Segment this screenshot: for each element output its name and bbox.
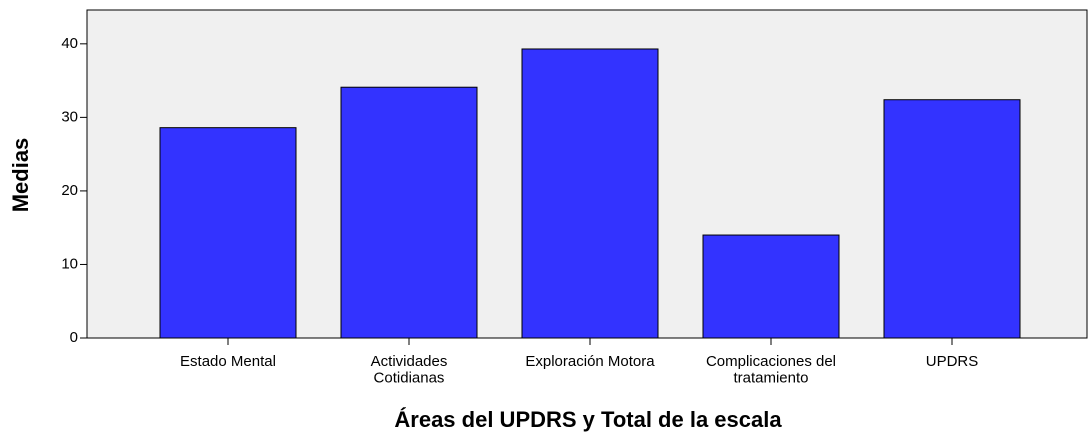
y-tick-label: 10 [61,255,78,272]
y-tick-label: 30 [61,108,78,125]
y-tick-label: 20 [61,182,78,199]
bar [159,127,297,339]
bar [340,86,478,339]
x-tick-label: Complicaciones del tratamiento [706,353,836,387]
x-axis-title: Áreas del UPDRS y Total de la escala [394,407,782,432]
x-tick-label: Estado Mental [180,353,276,370]
y-tick-label: 40 [61,35,78,52]
bar [702,234,840,339]
bar [883,99,1021,339]
bar [521,48,659,339]
x-tick-label: Exploración Motora [525,353,655,370]
y-tick-label: 0 [70,329,78,346]
x-tick-label: Actividades Cotidianas [371,353,448,387]
y-axis-title: Medias [8,138,33,213]
x-tick-label: UPDRS [926,353,979,370]
